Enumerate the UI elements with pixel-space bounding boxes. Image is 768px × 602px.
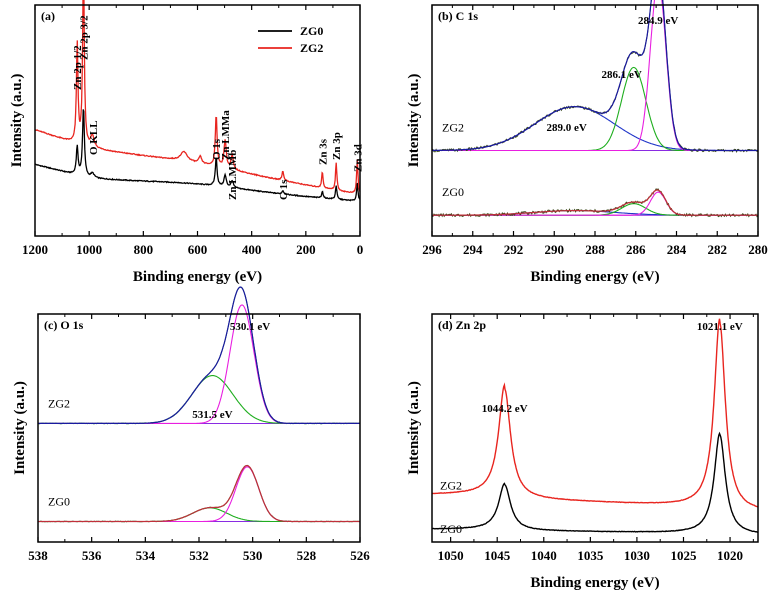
y-axis-label: Intensity (a.u.) [406, 74, 422, 168]
legend-label-ZG2: ZG2 [300, 41, 323, 55]
sample-label-ZG2: ZG2 [48, 396, 70, 410]
component-ZG0-1 [38, 466, 360, 523]
sample-label-ZG0: ZG0 [440, 522, 462, 536]
x-tick-label: 1200 [22, 242, 48, 257]
x-tick-label: 1045 [484, 548, 511, 563]
panel-a-curves [34, 0, 361, 202]
plot-frame [431, 4, 759, 237]
x-tick-label: 1030 [624, 548, 650, 563]
x-tick-label: 294 [463, 242, 483, 257]
panel-title: (b) C 1s [438, 9, 478, 23]
x-tick-label: 800 [134, 242, 154, 257]
component-ZG2-1 [38, 304, 360, 424]
x-axis-label: Binding energy (eV) [530, 269, 659, 285]
envelope-ZG2 [38, 286, 360, 424]
plot-frame [37, 313, 361, 543]
plot-frame [431, 313, 759, 543]
x-tick-label: 536 [82, 548, 102, 563]
peak-label: Zn 2p 3/2 [78, 15, 90, 60]
envelope-ZG0 [38, 464, 360, 523]
x-tick-label: 528 [297, 548, 317, 563]
panel-b: 296 294 292 290 288 286 284 282 280 (b) C 1s Inten… [406, 0, 768, 285]
x-tick-label: 534 [136, 548, 156, 563]
peak-label: 284.9 eV [638, 15, 678, 27]
panel-title: (a) [41, 9, 55, 23]
peak-label: Zn LMMa [220, 110, 232, 160]
y-axis-label: Intensity (a.u.) [12, 381, 28, 475]
x-tick-label: 532 [189, 548, 209, 563]
x-tick-label: 530 [243, 548, 263, 563]
component-ZG2-0 [432, 106, 758, 152]
x-tick-label: 284 [667, 242, 687, 257]
x-tick-label: 296 [422, 242, 442, 257]
x-axis-label: Binding energy (eV) [133, 269, 262, 285]
x-tick-label: 280 [748, 242, 768, 257]
sample-label-ZG0: ZG0 [442, 185, 464, 199]
x-tick-label: 526 [350, 548, 370, 563]
series-line-ZG0 [34, 109, 361, 202]
peak-label: Zn 3s [317, 138, 329, 165]
x-tick-label: 538 [28, 548, 48, 563]
y-axis-label: Intensity (a.u.) [9, 74, 25, 168]
measured-ZG2 [37, 286, 361, 425]
peak-label: C 1s [278, 179, 290, 200]
x-tick-label: 1050 [438, 548, 464, 563]
x-tick-label: 1000 [76, 242, 102, 257]
panel-b-curves [431, 0, 759, 218]
peak-label: 531.5 eV [192, 409, 232, 421]
sample-label-ZG0: ZG0 [48, 494, 70, 508]
x-tick-label: 600 [188, 242, 208, 257]
peak-label: 530.1 eV [230, 321, 270, 333]
measured-ZG0 [37, 464, 361, 523]
sample-label-ZG2: ZG2 [442, 121, 464, 135]
panel-title: (d) Zn 2p [438, 318, 486, 332]
peak-label: Zn 3d [352, 144, 364, 172]
measured-ZG0 [431, 188, 759, 218]
peak-label: O 1s [211, 138, 223, 160]
peak-label: O KLL [88, 120, 100, 155]
series-line-ZG2 [34, 0, 361, 194]
peak-label: 1044.2 eV [482, 403, 528, 415]
x-tick-label: 1040 [531, 548, 557, 563]
peak-label: Zn LMMb [227, 150, 239, 200]
component-ZG2-1 [432, 66, 758, 152]
series-line-ZG0 [432, 431, 758, 533]
peak-label: 289.0 eV [546, 122, 586, 134]
x-tick-label: 1020 [717, 548, 743, 563]
peak-label: 286.1 eV [602, 69, 642, 81]
panel-a: 1200 1000 800 600 400 200 0 (a) Intensity (a.u.)… [9, 0, 364, 285]
x-tick-label: 400 [242, 242, 262, 257]
y-axis-label: Intensity (a.u.) [406, 381, 422, 475]
peak-label: Zn 2p 1/2 [72, 45, 84, 90]
x-tick-label: 286 [626, 242, 646, 257]
x-tick-label: 1025 [670, 548, 697, 563]
x-tick-label: 288 [585, 242, 605, 257]
panel-d: 1050 1045 1040 1035 1030 1025 1020 (d) Zn 2p Int… [406, 313, 759, 591]
series-line-ZG2 [431, 318, 759, 508]
envelope-ZG2 [432, 0, 758, 152]
panel-c: 538 536 534 532 530 528 526 (c) O 1s Intensity (… [12, 286, 370, 563]
panel-d-curves [431, 318, 759, 533]
panel-c-curves [37, 286, 361, 523]
measured-ZG2 [431, 0, 759, 154]
x-tick-label: 200 [296, 242, 316, 257]
x-axis-label: Binding energy (eV) [530, 575, 659, 591]
peak-label: 1021.1 eV [697, 321, 743, 333]
x-tick-label: 0 [357, 242, 364, 257]
sample-label-ZG2: ZG2 [440, 479, 462, 493]
peak-label: Zn 3p [331, 132, 343, 160]
x-tick-label: 292 [504, 242, 524, 257]
x-tick-label: 290 [545, 242, 565, 257]
x-tick-label: 1035 [577, 548, 604, 563]
component-ZG2-2 [432, 0, 758, 152]
x-tick-label: 282 [708, 242, 728, 257]
legend-label-ZG0: ZG0 [300, 24, 323, 38]
panel-title: (c) O 1s [44, 318, 84, 332]
plot-frame [34, 4, 361, 237]
envelope-ZG0 [432, 189, 758, 216]
